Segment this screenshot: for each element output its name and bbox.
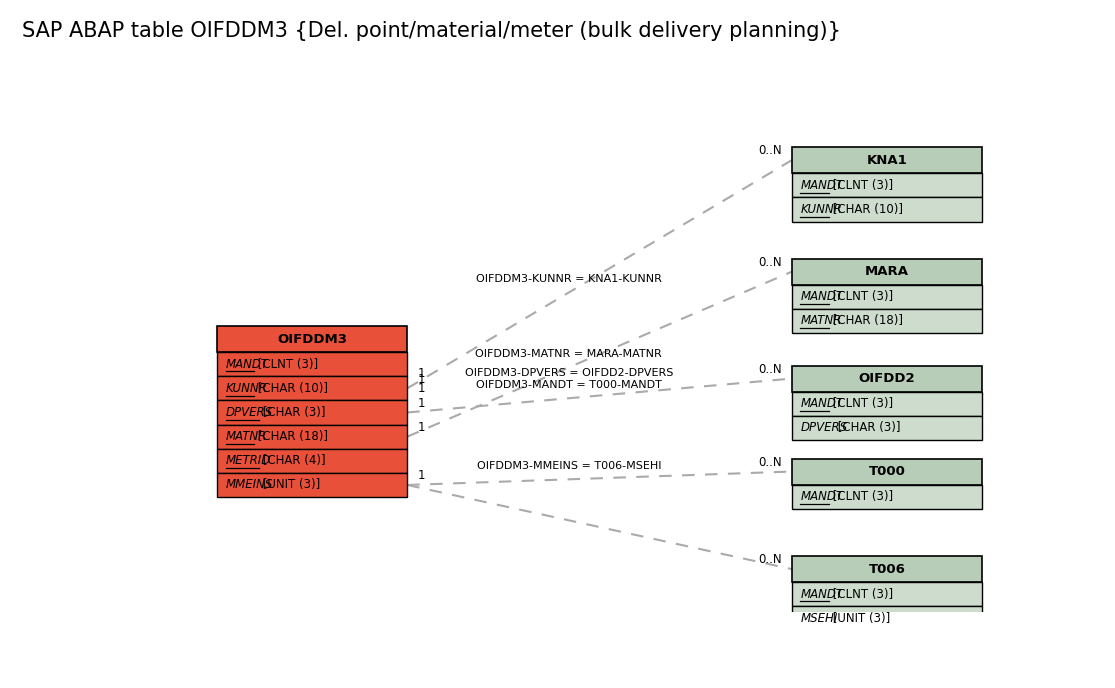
Bar xyxy=(792,309,982,333)
Text: OIFDD2: OIFDD2 xyxy=(859,372,915,385)
Text: [CHAR (4)]: [CHAR (4)] xyxy=(260,454,326,467)
Bar xyxy=(792,606,982,630)
Bar xyxy=(217,424,407,449)
Bar xyxy=(217,449,407,473)
Text: MANDT: MANDT xyxy=(801,490,843,503)
Text: 0..N: 0..N xyxy=(758,144,782,158)
Text: METRID: METRID xyxy=(225,454,271,467)
Bar xyxy=(792,556,982,582)
Text: 0..N: 0..N xyxy=(758,256,782,269)
Text: KNA1: KNA1 xyxy=(866,153,908,166)
Bar xyxy=(792,285,982,309)
Text: [CLNT (3)]: [CLNT (3)] xyxy=(828,179,893,192)
Text: OIFDDM3: OIFDDM3 xyxy=(278,332,347,345)
Text: MATNR: MATNR xyxy=(225,430,266,443)
Text: [CHAR (10)]: [CHAR (10)] xyxy=(828,203,902,216)
Bar xyxy=(217,326,407,352)
Bar xyxy=(217,376,407,400)
Text: [CHAR (10)]: [CHAR (10)] xyxy=(254,382,328,395)
Text: DPVERS: DPVERS xyxy=(225,406,273,419)
Bar xyxy=(217,473,407,497)
Text: OIFDDM3-KUNNR = KNA1-KUNNR: OIFDDM3-KUNNR = KNA1-KUNNR xyxy=(476,274,661,284)
Text: 1: 1 xyxy=(418,469,425,482)
Text: MANDT: MANDT xyxy=(801,588,843,601)
Text: [CLNT (3)]: [CLNT (3)] xyxy=(828,490,893,503)
Bar xyxy=(792,484,982,508)
Text: [CHAR (3)]: [CHAR (3)] xyxy=(834,421,901,434)
Bar xyxy=(217,352,407,376)
Text: [CLNT (3)]: [CLNT (3)] xyxy=(828,290,893,303)
Text: MSEHI: MSEHI xyxy=(801,612,837,625)
Text: MARA: MARA xyxy=(865,265,909,278)
Bar xyxy=(792,391,982,416)
Text: [CLNT (3)]: [CLNT (3)] xyxy=(828,588,893,601)
Bar xyxy=(792,582,982,606)
Text: [CLNT (3)]: [CLNT (3)] xyxy=(254,358,318,371)
Bar xyxy=(792,259,982,285)
Text: [UNIT (3)]: [UNIT (3)] xyxy=(260,478,321,491)
Text: 1: 1 xyxy=(418,421,425,434)
Text: 0..N: 0..N xyxy=(758,363,782,376)
Text: OIFDDM3-MATNR = MARA-MATNR: OIFDDM3-MATNR = MARA-MATNR xyxy=(475,349,662,359)
Bar xyxy=(792,416,982,440)
Text: DPVERS: DPVERS xyxy=(801,421,847,434)
Bar xyxy=(792,197,982,222)
Text: MANDT: MANDT xyxy=(801,397,843,410)
Bar xyxy=(792,147,982,173)
Text: [CHAR (18)]: [CHAR (18)] xyxy=(254,430,328,443)
Text: SAP ABAP table OIFDDM3 {Del. point/material/meter (bulk delivery planning)}: SAP ABAP table OIFDDM3 {Del. point/mater… xyxy=(22,21,841,41)
Text: KUNNR: KUNNR xyxy=(225,382,268,395)
Text: 1
1
1: 1 1 1 xyxy=(418,367,425,410)
Text: MATNR: MATNR xyxy=(801,314,842,327)
Text: 1: 1 xyxy=(418,372,425,385)
Text: 0..N: 0..N xyxy=(758,553,782,566)
Text: MANDT: MANDT xyxy=(801,290,843,303)
Text: KUNNR: KUNNR xyxy=(801,203,842,216)
Bar xyxy=(217,400,407,424)
Bar xyxy=(792,365,982,391)
Bar xyxy=(792,458,982,484)
Text: [CHAR (3)]: [CHAR (3)] xyxy=(260,406,326,419)
Text: MANDT: MANDT xyxy=(801,179,843,192)
Text: T006: T006 xyxy=(869,563,905,576)
Bar xyxy=(792,173,982,197)
Text: MANDT: MANDT xyxy=(225,358,269,371)
Text: OIFDDM3-DPVERS = OIFDD2-DPVERS
OIFDDM3-MANDT = T000-MANDT: OIFDDM3-DPVERS = OIFDD2-DPVERS OIFDDM3-M… xyxy=(465,368,673,390)
Text: [CLNT (3)]: [CLNT (3)] xyxy=(828,397,893,410)
Text: [UNIT (3)]: [UNIT (3)] xyxy=(828,612,890,625)
Text: [CHAR (18)]: [CHAR (18)] xyxy=(828,314,902,327)
Text: T000: T000 xyxy=(869,465,905,478)
Text: OIFDDM3-MMEINS = T006-MSEHI: OIFDDM3-MMEINS = T006-MSEHI xyxy=(476,461,661,471)
Text: MMEINS: MMEINS xyxy=(225,478,273,491)
Text: 0..N: 0..N xyxy=(758,455,782,469)
